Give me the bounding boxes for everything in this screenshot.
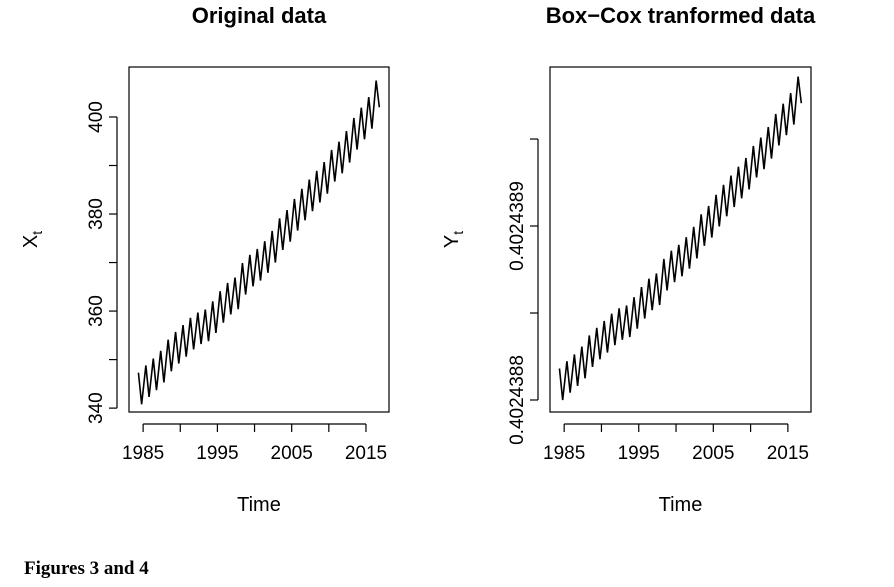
x-tick-label: 2015 xyxy=(345,443,387,464)
x-tick-label: 2015 xyxy=(767,443,809,464)
x-tick-label: 2005 xyxy=(271,443,313,464)
y-tick-label: 360 xyxy=(86,295,107,327)
y-tick-label: 380 xyxy=(86,198,107,230)
x-tick-label: 1985 xyxy=(543,443,585,464)
y-axis-label: Xt xyxy=(20,231,45,248)
y-tick-label: 0.4024388 xyxy=(507,355,528,445)
x-axis-label: Time xyxy=(659,494,703,516)
y-axis-label: Yt xyxy=(441,231,466,248)
y-axis-label-subscript: t xyxy=(29,231,45,235)
y-tick-label: 400 xyxy=(86,101,107,133)
data-line xyxy=(137,80,381,405)
data-line xyxy=(558,76,803,401)
x-tick-label: 2005 xyxy=(692,443,734,464)
plot-frame xyxy=(549,66,812,413)
chart-title: Box−Cox tranformed data xyxy=(546,3,816,28)
x-tick-label: 1995 xyxy=(618,443,660,464)
caption: Figures 3 and 4 xyxy=(24,558,149,579)
y-tick-label: 0.4024389 xyxy=(507,181,528,271)
y-tick-label: 340 xyxy=(86,392,107,424)
y-axis-label-subscript: t xyxy=(450,231,466,235)
x-axis-label: Time xyxy=(237,494,281,516)
chart-title: Original data xyxy=(192,3,327,28)
plot-frame xyxy=(128,66,390,413)
x-tick-label: 1985 xyxy=(122,443,164,464)
x-tick-label: 1995 xyxy=(196,443,238,464)
